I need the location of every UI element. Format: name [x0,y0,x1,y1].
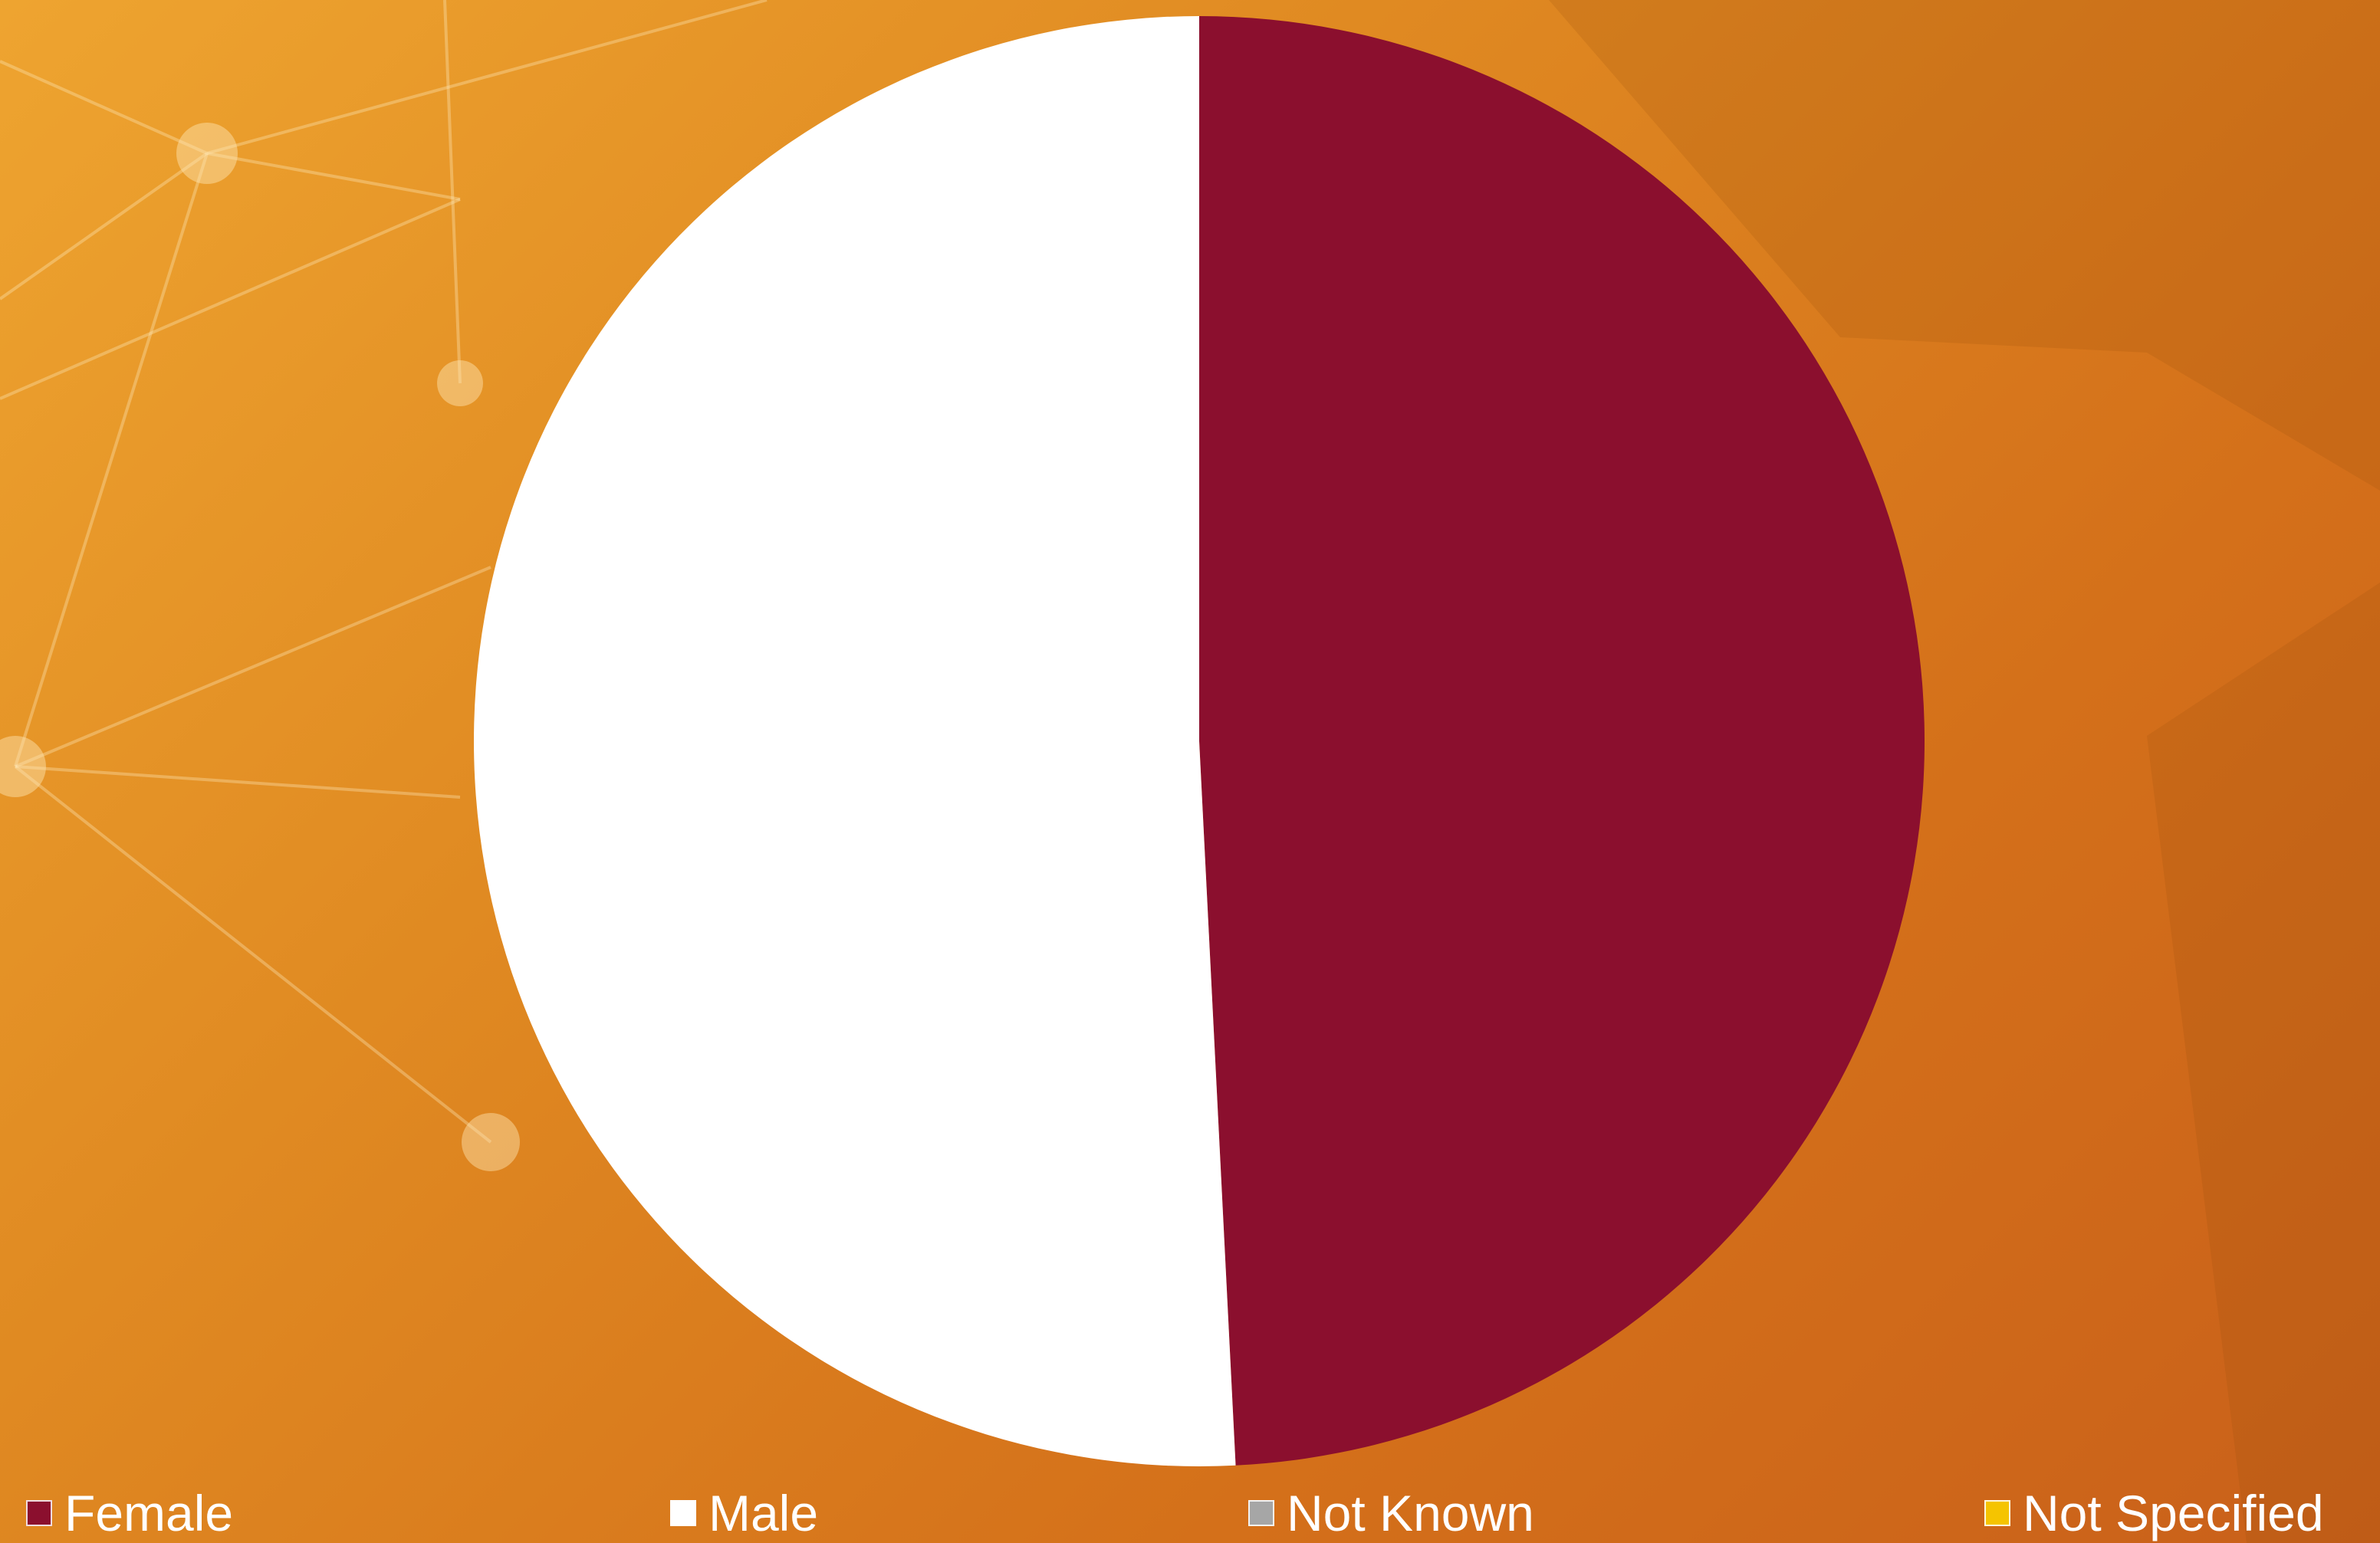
legend-label-male: Male [708,1485,819,1541]
legend-swatch-not-specified [1984,1500,2010,1526]
legend-swatch-female [26,1500,52,1526]
legend-item-female: Female [26,1483,233,1543]
pie-slice-male [474,16,1236,1466]
legend-item-not-known: Not Known [1248,1483,1534,1543]
pie-slices [474,16,1925,1466]
pie-slice-female [1199,16,1925,1466]
legend-swatch-male [670,1500,696,1526]
legend-label-not-specified: Not Specified [2023,1485,2324,1541]
legend-swatch-not-known [1248,1500,1274,1526]
legend-label-female: Female [64,1485,234,1541]
legend-item-male: Male [670,1483,818,1543]
legend-label-not-known: Not Known [1287,1485,1534,1541]
legend-item-not-specified: Not Specified [1984,1483,2324,1543]
chart-legend: Female Male Not Known Not Specified [0,1483,2380,1543]
